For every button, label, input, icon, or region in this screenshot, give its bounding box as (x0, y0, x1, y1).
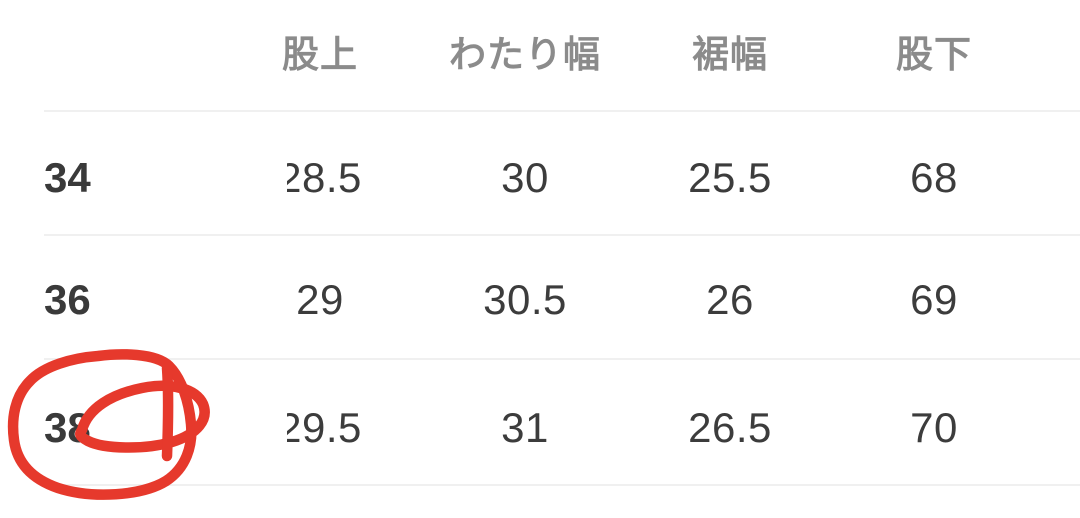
table-row: 36 29 30.5 26 69 (0, 272, 1080, 328)
column-header-rise: 股上 (282, 34, 358, 75)
cell-thigh-width: 30.5 (483, 276, 567, 323)
column-header-hem-width: 裾幅 (692, 34, 768, 75)
table-row: 38 29.5 31 26.5 70 (0, 400, 1080, 456)
cell-hem-width: 26.5 (688, 404, 772, 451)
column-header-inseam: 股下 (896, 34, 972, 75)
cell-rise: 29.5 (278, 404, 362, 451)
cell-thigh-width: 30 (501, 154, 549, 201)
divider-line (44, 358, 1080, 360)
cell-inseam: 70 (910, 404, 958, 451)
cell-hem-width: 26 (706, 276, 754, 323)
cell-inseam: 68 (910, 154, 958, 201)
cell-rise: 28.5 (278, 154, 362, 201)
table-row: 34 28.5 30 25.5 68 (0, 150, 1080, 206)
divider-line (44, 110, 1080, 112)
divider-line (44, 234, 1080, 236)
cell-thigh-width: 31 (501, 404, 549, 451)
cell-rise: 29 (296, 276, 344, 323)
cell-inseam: 69 (910, 276, 958, 323)
table-header-row: 股上 わたり幅 裾幅 股下 (0, 27, 1080, 83)
column-header-thigh-width: わたり幅 (449, 34, 601, 75)
cell-hem-width: 25.5 (688, 154, 772, 201)
row-size-label: 38 (44, 404, 91, 451)
divider-line (44, 484, 1080, 486)
row-size-label: 36 (44, 276, 91, 323)
row-size-label: 34 (44, 154, 91, 201)
